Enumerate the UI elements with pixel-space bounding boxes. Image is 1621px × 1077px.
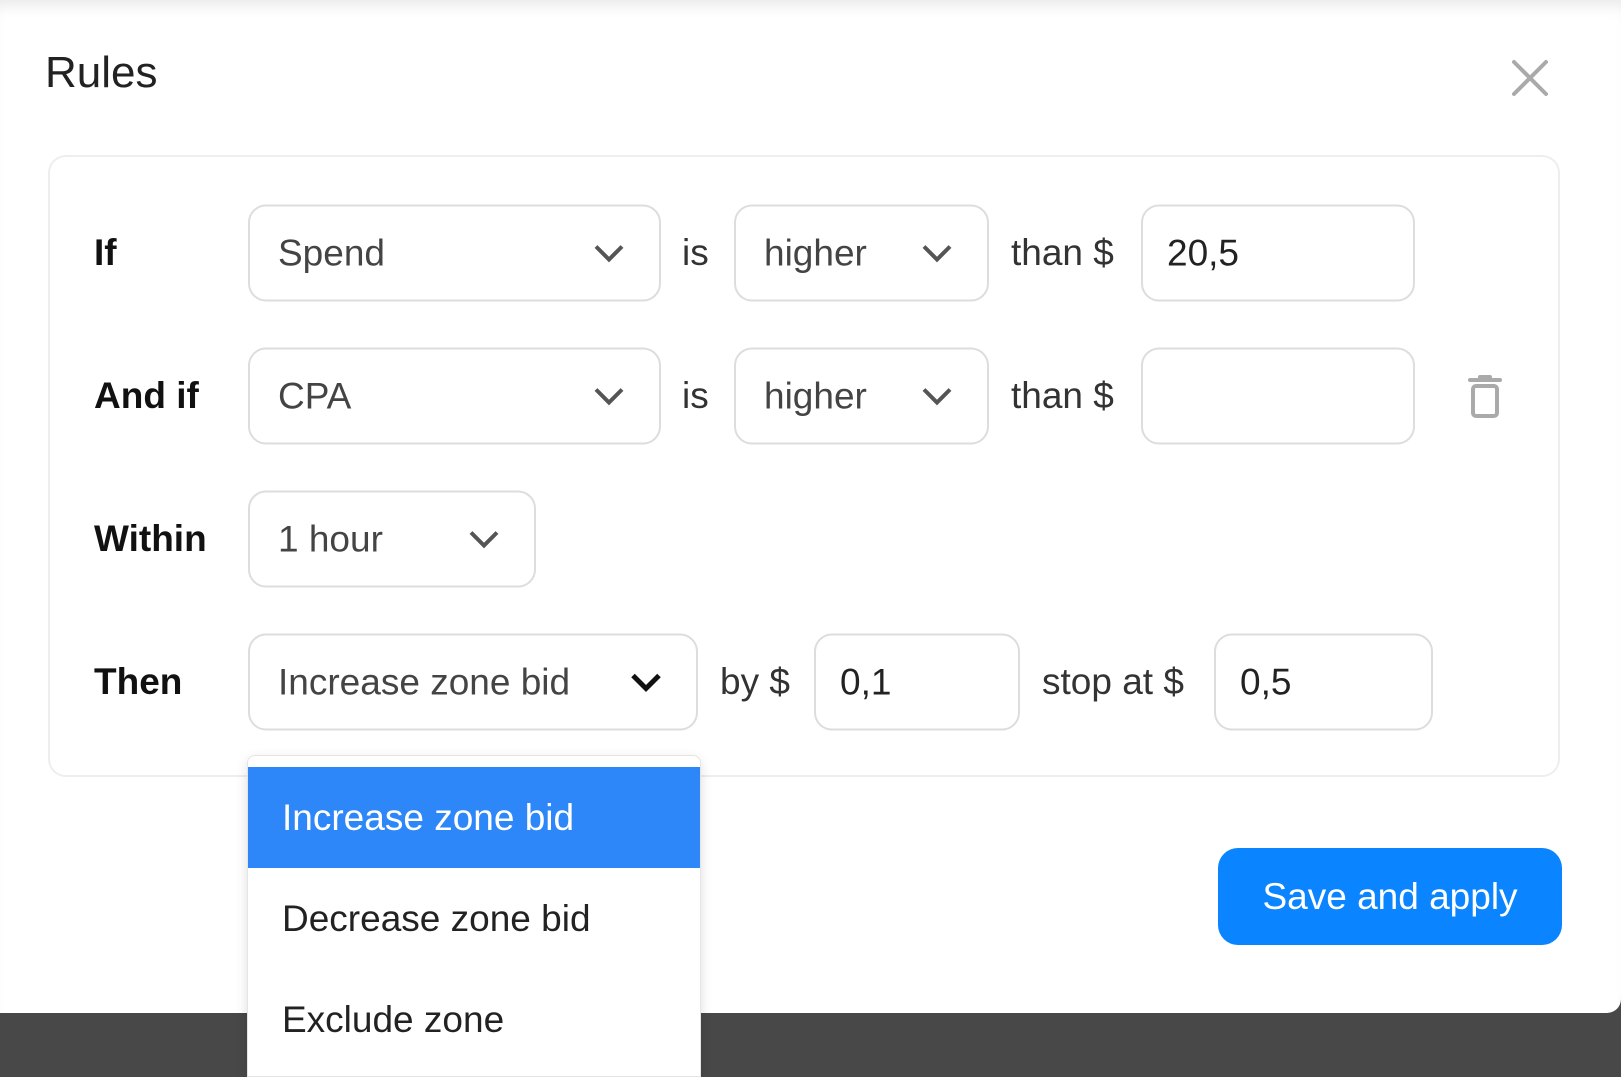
and-if-metric-select[interactable]: CPA xyxy=(248,347,661,445)
chevron-down-icon xyxy=(594,387,624,405)
within-label: Within xyxy=(94,518,207,559)
then-action-value: Increase zone bid xyxy=(278,661,571,702)
dialog-title: Rules xyxy=(45,48,158,97)
chevron-down-icon xyxy=(594,244,624,262)
stop-at-text: stop at $ xyxy=(1042,661,1184,702)
if-metric-value: Spend xyxy=(278,232,385,273)
then-action-select[interactable]: Increase zone bid xyxy=(248,633,698,731)
chevron-down-icon xyxy=(922,387,952,405)
and-if-label: And if xyxy=(94,375,199,416)
then-label: Then xyxy=(94,661,183,702)
action-dropdown-menu: Increase zone bid Decrease zone bid Excl… xyxy=(247,755,701,1077)
and-if-metric-value: CPA xyxy=(278,375,352,416)
within-period-value: 1 hour xyxy=(278,518,383,559)
and-if-than-text: than $ xyxy=(1011,375,1114,416)
trash-icon[interactable] xyxy=(1468,375,1502,424)
if-comparison-select[interactable]: higher xyxy=(734,204,989,302)
rule-card xyxy=(48,155,1560,777)
and-if-is-text: is xyxy=(682,375,709,416)
within-period-select[interactable]: 1 hour xyxy=(248,490,536,588)
dropdown-option-decrease-zone-bid[interactable]: Decrease zone bid xyxy=(282,897,591,939)
and-if-comparison-select[interactable]: higher xyxy=(734,347,989,445)
and-if-value-input[interactable] xyxy=(1141,347,1415,445)
close-icon[interactable] xyxy=(1508,56,1552,100)
rules-dialog: Rules If Spend is higher than $ 20,5 And… xyxy=(0,0,1621,1013)
dropdown-option-increase-zone-bid[interactable]: Increase zone bid xyxy=(248,767,700,868)
dropdown-option-exclude-zone[interactable]: Exclude zone xyxy=(282,998,505,1040)
stop-value-input[interactable]: 0,5 xyxy=(1214,633,1433,731)
by-text: by $ xyxy=(720,661,790,702)
if-comparison-value: higher xyxy=(764,232,867,273)
if-value-input[interactable]: 20,5 xyxy=(1141,204,1415,302)
chevron-down-icon xyxy=(631,673,661,692)
save-and-apply-button[interactable]: Save and apply xyxy=(1218,848,1562,945)
if-metric-select[interactable]: Spend xyxy=(248,204,661,302)
chevron-down-icon xyxy=(469,530,499,548)
and-if-comparison-value: higher xyxy=(764,375,867,416)
if-label: If xyxy=(94,232,117,273)
by-value-input[interactable]: 0,1 xyxy=(814,633,1020,731)
chevron-down-icon xyxy=(922,244,952,262)
if-is-text: is xyxy=(682,232,709,273)
if-than-text: than $ xyxy=(1011,232,1114,273)
